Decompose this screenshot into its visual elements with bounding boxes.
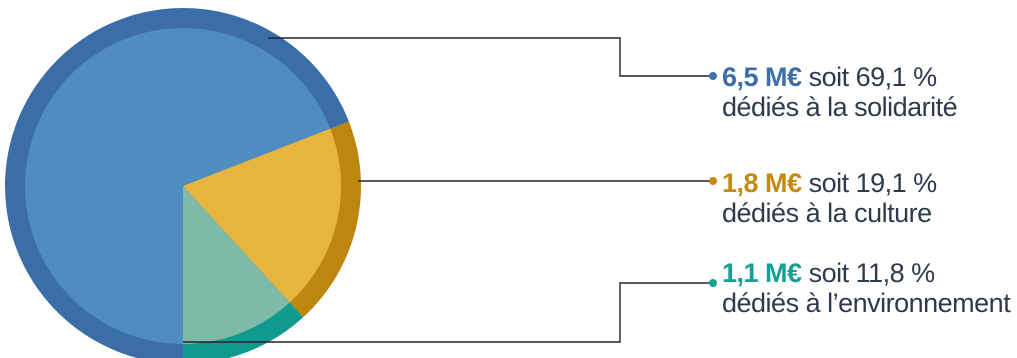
description-environnement: dédiés à l’environnement [722, 288, 1011, 318]
legend-bullet-culture [709, 177, 717, 185]
percent-environnement: soit 11,8 % [808, 258, 936, 288]
description-solidarite: dédiés à la solidarité [722, 92, 958, 122]
pie-slice-culture [183, 128, 342, 303]
leader-line-environnement [183, 282, 713, 343]
legend-entry-solidarite: 6,5 M€ soit 69,1 % dédiés à la solidarit… [722, 62, 958, 122]
legend-bullet-solidarite [709, 72, 717, 80]
amount-environnement: 1,1 M€ [722, 258, 802, 288]
leader-line-solidarite [268, 37, 713, 77]
legend-entry-culture: 1,8 M€ soit 19,1 % dédiés à la culture [722, 168, 937, 228]
leader-lines [183, 37, 717, 343]
pie-slice-environnement [183, 186, 290, 344]
pie-slices [5, 8, 362, 358]
pie-slice-solidarite [25, 28, 331, 344]
description-culture: dédiés à la culture [722, 198, 932, 228]
percent-culture: soit 19,1 % [808, 168, 938, 198]
amount-culture: 1,8 M€ [722, 168, 802, 198]
legend-entry-environnement: 1,1 M€ soit 11,8 % dédiés à l’environnem… [722, 258, 1011, 318]
legend-bullet-environnement [709, 279, 717, 287]
amount-solidarite: 6,5 M€ [722, 62, 802, 92]
percent-solidarite: soit 69,1 % [808, 62, 938, 92]
